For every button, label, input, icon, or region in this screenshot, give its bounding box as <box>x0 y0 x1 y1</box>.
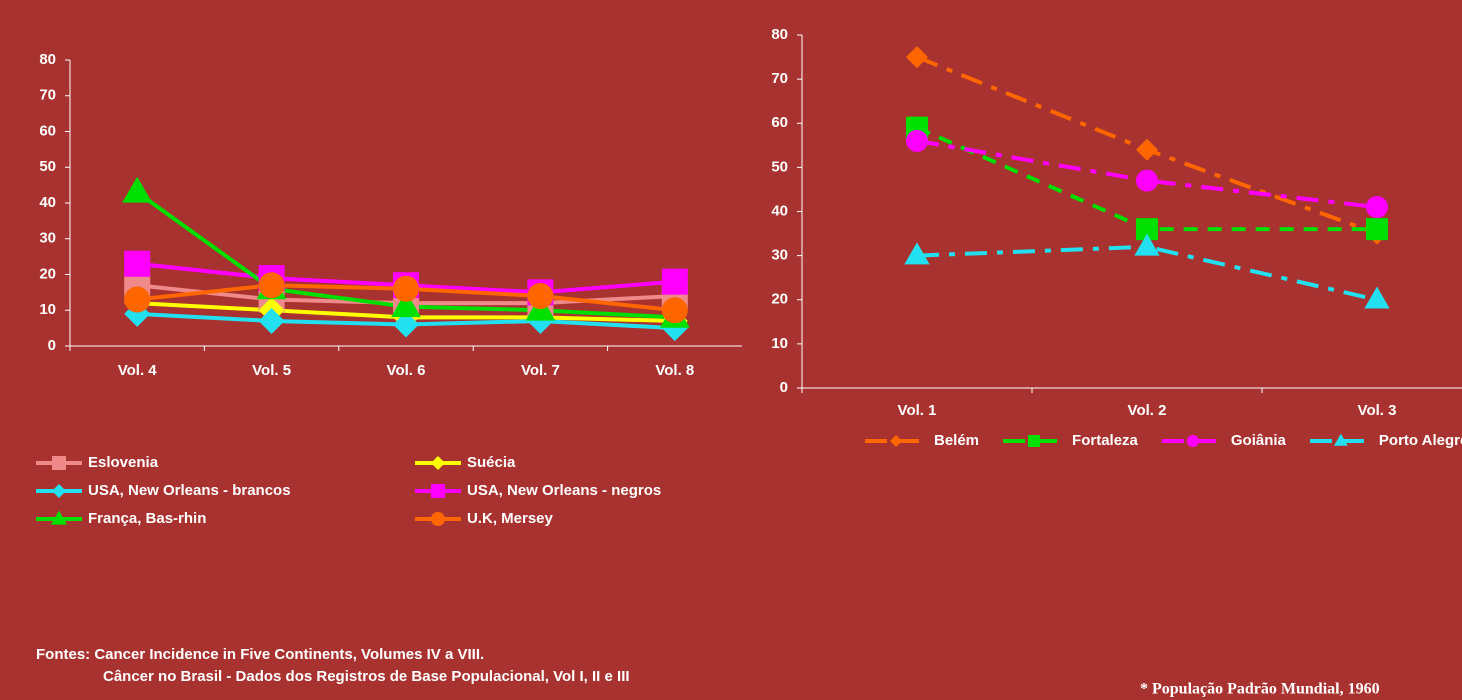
y-tick-label: 0 <box>780 379 788 396</box>
y-tick-label: 10 <box>39 301 56 318</box>
marker <box>52 456 66 470</box>
marker <box>906 129 928 152</box>
legend-label: França, Bas-rhin <box>88 510 206 527</box>
y-tick-label: 30 <box>39 230 56 247</box>
y-tick-label: 0 <box>48 337 56 354</box>
marker <box>393 275 419 302</box>
y-tick-label: 70 <box>771 70 788 87</box>
x-tick-label: Vol. 6 <box>387 362 426 379</box>
y-tick-label: 20 <box>771 291 788 308</box>
marker <box>122 176 153 203</box>
marker <box>1334 433 1348 446</box>
series-line <box>916 138 1378 210</box>
y-tick-label: 20 <box>39 265 56 282</box>
legend-label: Fortaleza <box>1072 432 1139 449</box>
legend-label: USA, New Orleans - brancos <box>88 482 291 499</box>
marker <box>391 291 421 318</box>
y-tick-label: 80 <box>39 51 56 68</box>
y-tick-label: 80 <box>771 26 788 43</box>
marker <box>1366 218 1388 241</box>
marker <box>1028 435 1041 447</box>
y-tick-label: 60 <box>39 122 56 139</box>
y-tick-label: 50 <box>39 158 56 175</box>
marker <box>1136 138 1158 161</box>
x-tick-label: Vol. 8 <box>655 362 694 379</box>
marker <box>1134 233 1160 256</box>
legend-label: Belém <box>934 432 979 449</box>
footnote: * População Padrão Mundial, 1960 <box>1140 681 1380 698</box>
x-tick-label: Vol. 2 <box>1128 402 1167 419</box>
legend-label: Goiânia <box>1231 432 1287 449</box>
x-tick-label: Vol. 7 <box>521 362 560 379</box>
marker <box>50 510 68 525</box>
x-tick-label: Vol. 3 <box>1358 402 1397 419</box>
legend-label: U.K, Mersey <box>467 510 554 527</box>
y-tick-label: 30 <box>771 247 788 264</box>
marker <box>431 484 445 498</box>
marker <box>1186 435 1199 447</box>
marker <box>1364 286 1390 309</box>
legend-label: Porto Alegre <box>1379 432 1462 449</box>
legend-label: USA, New Orleans - negros <box>467 482 661 499</box>
x-tick-label: Vol. 4 <box>118 362 158 379</box>
x-tick-label: Vol. 1 <box>898 402 937 419</box>
marker <box>661 268 688 295</box>
marker <box>431 456 445 470</box>
marker <box>258 307 285 334</box>
y-tick-label: 50 <box>771 158 788 175</box>
marker <box>527 282 554 309</box>
marker <box>1366 196 1388 219</box>
marker <box>1136 169 1158 192</box>
marker <box>52 484 66 498</box>
source-line: Câncer no Brasil - Dados dos Registros d… <box>103 668 630 685</box>
y-tick-label: 40 <box>771 202 788 219</box>
y-tick-label: 40 <box>39 194 56 211</box>
marker <box>431 512 445 526</box>
x-tick-label: Vol. 5 <box>252 362 291 379</box>
y-tick-label: 70 <box>39 87 56 104</box>
marker <box>124 286 151 313</box>
series-line <box>916 244 1378 302</box>
marker <box>1136 218 1158 241</box>
marker <box>393 311 419 338</box>
legend-label: Suécia <box>467 454 516 471</box>
marker <box>258 272 285 299</box>
marker <box>124 250 151 277</box>
marker <box>904 242 930 265</box>
y-tick-label: 60 <box>771 114 788 131</box>
marker <box>906 46 928 69</box>
marker <box>661 297 688 324</box>
y-tick-label: 10 <box>771 335 788 352</box>
marker <box>890 435 902 447</box>
legend-label: Eslovenia <box>88 454 159 471</box>
source-line: Fontes: Cancer Incidence in Five Contine… <box>36 646 484 663</box>
